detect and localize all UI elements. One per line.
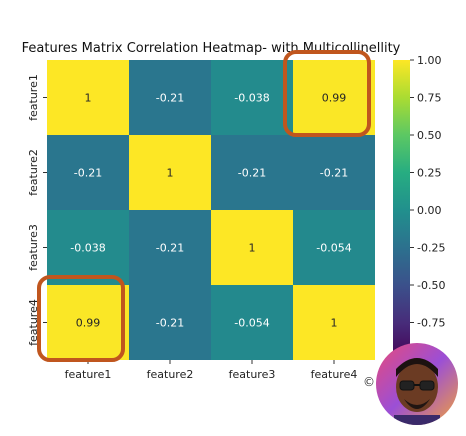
heatmap-cell <box>293 210 375 285</box>
heatmap-cell <box>129 285 211 360</box>
cell-value-label: -0.038 <box>70 242 105 255</box>
cell-value-label: -0.054 <box>316 242 351 255</box>
highlight-box <box>37 275 125 362</box>
copyright-symbol: © <box>363 375 375 389</box>
x-tick-label: feature3 <box>229 368 276 381</box>
cell-value-label: 0.99 <box>76 317 101 330</box>
colorbar-tick-label: 0.00 <box>417 204 442 217</box>
heatmap-cell <box>211 285 293 360</box>
colorbar-tick-label: 0.50 <box>417 129 442 142</box>
heatmap-cell <box>211 210 293 285</box>
colorbar-tick-label: 0.75 <box>417 92 442 105</box>
highlight-boxes <box>37 50 371 362</box>
x-tick-label: feature4 <box>311 368 358 381</box>
y-tick-label: feature4 <box>27 299 40 346</box>
highlight-box <box>283 50 371 137</box>
x-tick-label: feature2 <box>147 368 194 381</box>
heatmap-cell <box>47 135 129 210</box>
cell-value-label: -0.21 <box>156 317 184 330</box>
heatmap-cell <box>293 285 375 360</box>
cell-value-label: -0.21 <box>74 167 102 180</box>
heatmap-cell <box>129 210 211 285</box>
cell-value-label: -0.21 <box>238 167 266 180</box>
x-axis-ticks: feature1 feature2 feature3 feature4 <box>65 360 358 381</box>
y-axis-ticks: feature1 feature2 feature3 feature4 <box>27 74 47 346</box>
heatmap-cell <box>47 60 129 135</box>
heatmap-cell <box>293 60 375 135</box>
cell-value-label: -0.038 <box>234 92 269 105</box>
cell-value-label: 1 <box>85 92 92 105</box>
heatmap-cell <box>129 60 211 135</box>
cell-value-label: 1 <box>331 317 338 330</box>
colorbar-tick-label: 0.25 <box>417 167 442 180</box>
cell-value-label: -0.21 <box>320 167 348 180</box>
cell-value-label: 0.99 <box>322 92 347 105</box>
heatmap-cell <box>47 210 129 285</box>
cell-value-label: -0.21 <box>156 92 184 105</box>
colorbar-ticks: 1.000.750.500.250.00-0.25-0.50-0.75-1.00 <box>410 54 445 367</box>
cell-value-label: 1 <box>167 167 174 180</box>
colorbar-tick-label: -0.75 <box>417 317 445 330</box>
x-tick-label: feature1 <box>65 368 112 381</box>
heatmap-cells: 1 -0.21 -0.038 0.99 -0.21 1 -0.21 -0.21 -0.038 -0… <box>47 60 375 360</box>
heatmap-cell <box>211 135 293 210</box>
colorbar-tick-label: -0.50 <box>417 279 445 292</box>
heatmap-cell <box>211 60 293 135</box>
cell-value-label: 1 <box>249 242 256 255</box>
heatmap-cell <box>293 135 375 210</box>
heatmap-cell <box>47 285 129 360</box>
y-tick-label: feature1 <box>27 74 40 121</box>
cell-value-label: -0.21 <box>156 242 184 255</box>
colorbar-tick-label: -0.25 <box>417 242 445 255</box>
y-tick-label: feature2 <box>27 149 40 196</box>
colorbar-tick-label: 1.00 <box>417 54 442 67</box>
colorbar <box>393 60 410 360</box>
cell-value-label: -0.054 <box>234 317 269 330</box>
y-tick-label: feature3 <box>27 224 40 271</box>
avatar <box>376 343 458 425</box>
heatmap-cell <box>129 135 211 210</box>
